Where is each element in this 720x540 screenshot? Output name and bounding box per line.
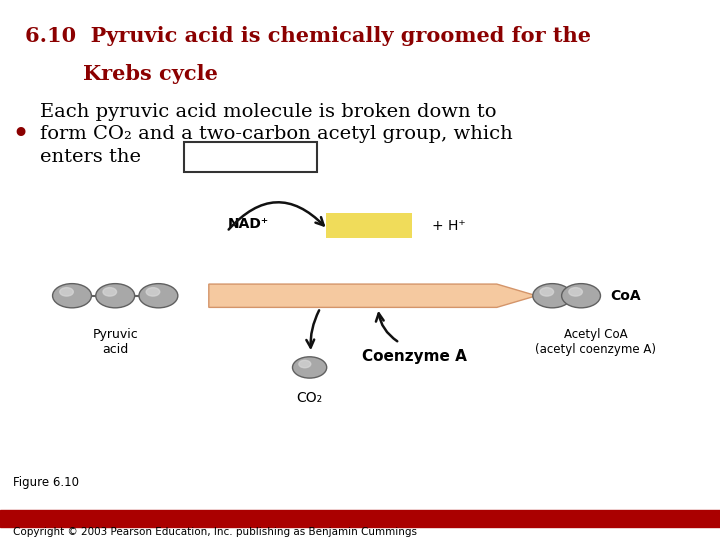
Text: form CO₂ and a two-carbon acetyl group, which: form CO₂ and a two-carbon acetyl group, …: [40, 125, 513, 144]
FancyArrowPatch shape: [307, 310, 319, 348]
Circle shape: [540, 288, 554, 296]
Text: Krebs cycle: Krebs cycle: [25, 64, 218, 84]
Text: Copyright © 2003 Pearson Education, Inc. publishing as Benjamin Cummings: Copyright © 2003 Pearson Education, Inc.…: [13, 527, 417, 537]
Text: 6.10  Pyruvic acid is chemically groomed for the: 6.10 Pyruvic acid is chemically groomed …: [25, 26, 591, 46]
Circle shape: [299, 360, 311, 368]
Circle shape: [292, 357, 327, 378]
Bar: [0, 510, 720, 526]
Circle shape: [146, 288, 160, 296]
Circle shape: [53, 284, 91, 308]
Text: Each pyruvic acid molecule is broken down to: Each pyruvic acid molecule is broken dow…: [40, 103, 496, 121]
Circle shape: [60, 288, 73, 296]
Text: •: •: [11, 120, 30, 149]
FancyArrowPatch shape: [376, 313, 397, 341]
FancyArrow shape: [209, 284, 536, 307]
Text: Figure 6.10: Figure 6.10: [13, 476, 79, 489]
Text: CO₂: CO₂: [297, 391, 323, 405]
Text: Pyruvic
acid: Pyruvic acid: [92, 328, 138, 356]
FancyBboxPatch shape: [184, 142, 317, 172]
Text: CoA: CoA: [610, 289, 641, 303]
Circle shape: [569, 288, 582, 296]
Circle shape: [103, 288, 117, 296]
Circle shape: [533, 284, 572, 308]
Text: Acetyl CoA
(acetyl coenzyme A): Acetyl CoA (acetyl coenzyme A): [535, 328, 656, 356]
Circle shape: [139, 284, 178, 308]
Text: NADH: NADH: [346, 219, 392, 233]
FancyArrowPatch shape: [229, 202, 324, 230]
FancyBboxPatch shape: [326, 213, 412, 238]
Text: Coenzyme A: Coenzyme A: [361, 349, 467, 364]
Text: enters the: enters the: [40, 148, 140, 166]
Circle shape: [562, 284, 600, 308]
Circle shape: [96, 284, 135, 308]
Text: + H⁺: + H⁺: [432, 219, 466, 233]
Text: NAD⁺: NAD⁺: [228, 217, 269, 231]
